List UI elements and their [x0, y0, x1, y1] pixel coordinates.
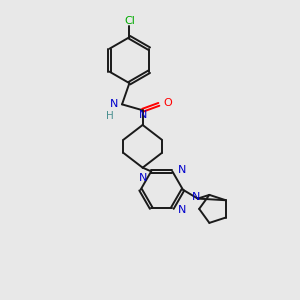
- Text: N: N: [192, 192, 200, 202]
- Text: N: N: [178, 205, 186, 214]
- Text: O: O: [163, 98, 172, 108]
- Text: N: N: [110, 99, 118, 110]
- Text: N: N: [178, 165, 186, 175]
- Text: H: H: [106, 111, 113, 121]
- Text: N: N: [139, 110, 147, 120]
- Text: N: N: [139, 173, 147, 183]
- Text: Cl: Cl: [124, 16, 135, 26]
